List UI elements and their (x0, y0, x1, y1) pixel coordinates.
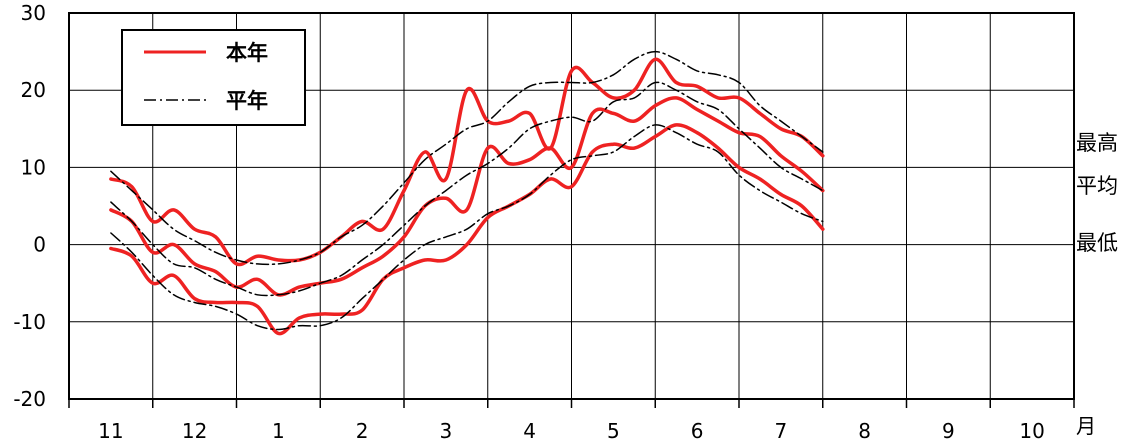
y-tick-labels: 30 20 10 0 -10 -20 (13, 1, 46, 411)
x-tick-label: 2 (356, 419, 369, 443)
series-this-year-min (109, 123, 825, 336)
y-tick-label: -10 (13, 310, 46, 334)
right-label: 最低 (1076, 231, 1118, 255)
y-tick-label: -20 (13, 387, 46, 411)
y-tick-label: 0 (33, 233, 46, 257)
x-tick-label: 8 (858, 419, 871, 443)
series-normal-max (110, 50, 824, 266)
x-tick-label: 6 (691, 419, 704, 443)
series-normal-mean (110, 81, 824, 297)
series-this-year-max (109, 57, 825, 267)
right-label: 最高 (1076, 131, 1118, 155)
x-tick-label: 1 (272, 419, 285, 443)
y-tick-label: 10 (21, 155, 46, 179)
x-tick-label: 9 (942, 419, 955, 443)
series-this-year-mean (109, 96, 825, 297)
x-tick-label: 10 (1019, 419, 1044, 443)
x-tick-labels: 11 12 1 2 3 4 5 6 7 8 9 10 (98, 419, 1045, 443)
y-tick-label: 20 (21, 78, 46, 102)
series-lines (109, 50, 825, 336)
legend: 本年 平年 (121, 29, 306, 126)
legend-box (121, 29, 306, 126)
x-tick-label: 3 (440, 419, 453, 443)
legend-label-normal: 平年 (226, 89, 268, 113)
right-label: 平均 (1076, 174, 1118, 198)
y-tick-label: 30 (21, 1, 46, 25)
plot-frame (68, 12, 1075, 400)
x-tick-label: 7 (775, 419, 788, 443)
x-tick-label: 5 (607, 419, 620, 443)
legend-label-this-year: 本年 (226, 41, 268, 65)
x-tick-label: 4 (523, 419, 536, 443)
x-unit-label: 月 (1076, 414, 1096, 438)
x-tick-label: 12 (182, 419, 207, 443)
series-normal-min (110, 124, 824, 331)
x-tick-label: 11 (98, 419, 123, 443)
